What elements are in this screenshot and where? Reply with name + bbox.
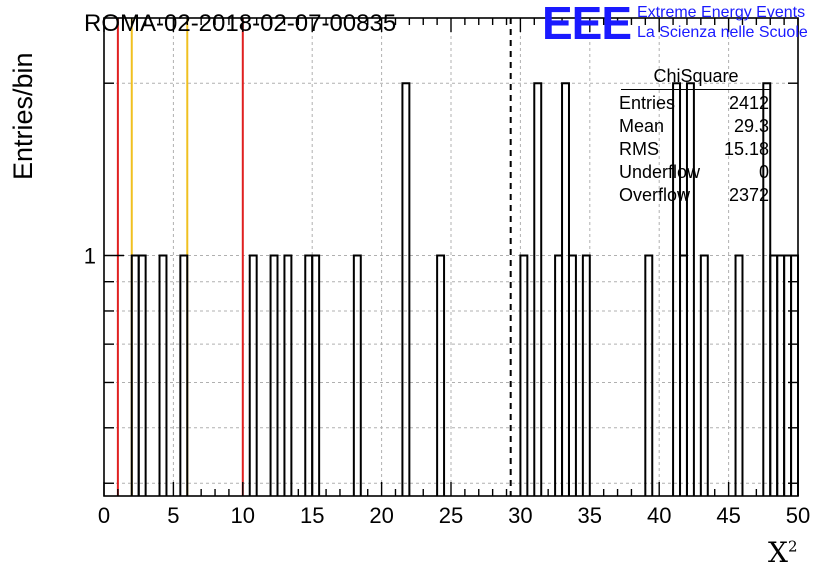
x-tick-label: 40 [647,503,671,528]
logo-line-1: Extreme Energy Events [637,4,806,21]
x-tick-label: 30 [508,503,532,528]
x-axis-label-superscript: 2 [787,537,798,556]
histogram-bar [179,254,189,496]
stats-value: 29.3 [733,116,769,136]
histogram-bar [679,254,688,496]
histogram-bar [783,254,793,496]
chart-title: ROMA-02-2018-02-07-00835 [84,10,397,37]
stats-row-overflow: Overflow 2372 [611,184,779,207]
stats-row-underflow: Underflow 0 [611,161,779,184]
histogram-bar [790,254,799,496]
histogram-bar [436,254,446,496]
histogram-bar [567,254,577,496]
histogram-bar [311,254,321,496]
histogram-bar [533,82,543,496]
stats-label: Mean [619,116,665,136]
x-tick-label: 15 [300,503,324,528]
histogram-bar [352,254,362,496]
stats-label: Underflow [619,162,701,182]
x-tick-label: 0 [98,503,110,528]
histogram-bar [248,254,258,496]
histogram-bar [137,254,147,496]
stats-label: Overflow [619,185,691,205]
stats-value: 0 [758,162,769,182]
x-tick-label: 20 [369,503,393,528]
y-axis-label: Entries/bin [8,52,38,180]
x-tick-label: 10 [231,503,255,528]
x-tick-label: 45 [716,503,740,528]
x-axis-label: X2 [768,536,797,569]
histogram-bar [581,254,591,496]
histogram-bar [561,82,570,496]
stats-value: 2412 [728,93,769,113]
histogram-bar [158,254,168,496]
stats-value: 2372 [728,185,769,205]
histogram-bar [554,254,564,496]
stats-row-rms: RMS 15.18 [611,138,779,161]
histogram-bar [644,254,654,496]
x-tick-label: 25 [439,503,463,528]
x-tick-label: 5 [167,503,179,528]
x-tick-label: 35 [578,503,602,528]
histogram-bar [776,254,786,496]
histogram-bar [269,254,279,496]
histogram-bar [304,254,314,496]
stats-title: ChiSquare [621,66,771,90]
tick-labels: 0 5 10 15 20 25 30 35 40 45 50 1 [84,243,810,528]
reference-lines [116,18,512,496]
histogram-bar [130,254,140,496]
axis-ticks [103,18,799,496]
x-tick-label: 50 [786,503,810,528]
logo-line-2: La Scienza nelle Scuole [637,24,808,41]
histogram-bar [769,254,779,496]
stats-label: Entries [619,93,676,113]
stats-row-entries: Entries 2412 [611,92,779,115]
histogram-bar [401,82,411,496]
histogram-bar [734,254,744,496]
histogram-bar [519,254,529,496]
y-tick-label: 1 [84,243,96,268]
stats-box: ChiSquare Entries 2412 Mean 29.3 RMS 15.18 … [611,66,779,207]
stats-label: RMS [619,139,659,159]
x-axis-label-base: X [768,536,788,569]
histogram-bar [685,82,695,496]
histogram-bar [699,254,709,496]
stats-value: 15.18 [723,139,769,159]
eee-logo-mark: EEE [542,0,632,49]
histogram-bar [283,254,293,496]
stats-row-mean: Mean 29.3 [611,115,779,138]
